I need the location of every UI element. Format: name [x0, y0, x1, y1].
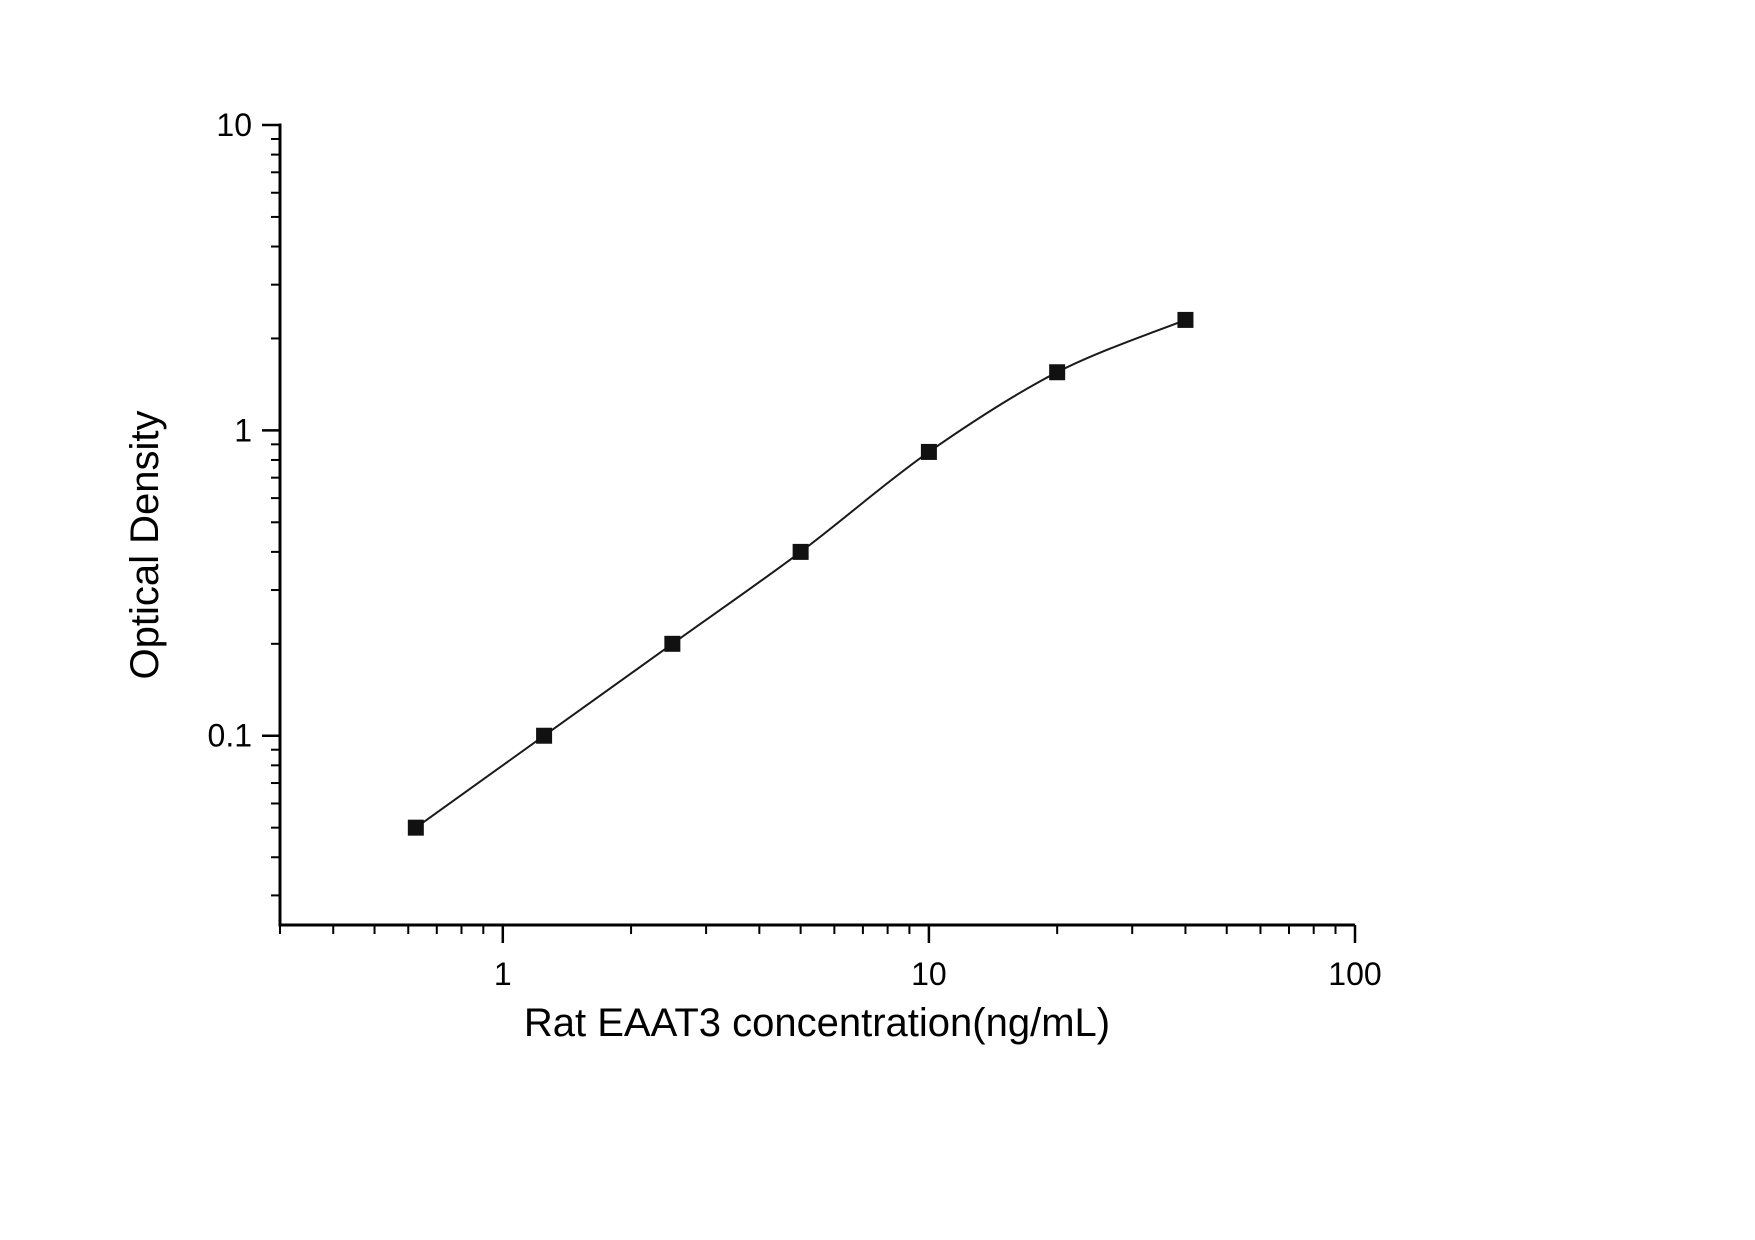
x-axis-title: Rat EAAT3 concentration(ng/mL) [524, 1001, 1110, 1045]
data-point-marker [664, 635, 681, 652]
data-point-marker [1177, 311, 1194, 328]
data-point-marker [920, 443, 937, 460]
y-tick-label: 0.1 [208, 718, 252, 754]
curve-layer [415, 318, 1186, 829]
marker-layer [407, 311, 1194, 836]
data-point-marker [536, 727, 553, 744]
data-point-marker [792, 543, 809, 560]
standard-curve-line [415, 318, 1186, 829]
y-axis-title: Optical Density [123, 411, 167, 680]
y-tick-label: 10 [216, 107, 252, 143]
axes-layer: 1 10 100 0.1 1 10 [208, 107, 1382, 992]
data-point-marker [1049, 364, 1066, 381]
data-point-marker [407, 819, 424, 836]
x-tick-label: 100 [1328, 956, 1381, 992]
x-tick-label: 10 [911, 956, 947, 992]
x-tick-label: 1 [494, 956, 512, 992]
y-tick-label: 1 [234, 412, 252, 448]
